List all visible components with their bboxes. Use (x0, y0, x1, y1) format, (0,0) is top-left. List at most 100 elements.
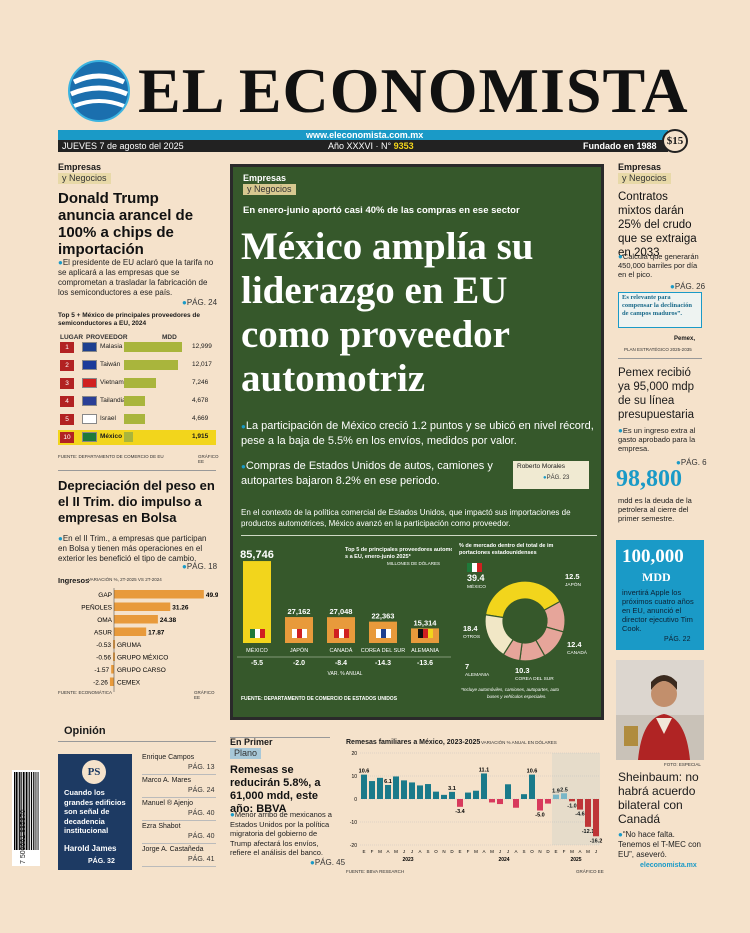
masthead-edition: Año XXXVI · N° (328, 141, 392, 151)
main-section: Empresas (243, 173, 287, 183)
right-bottom-headline[interactable]: Sheinbaum: no habrá acuerdo bilateral co… (618, 770, 699, 826)
apple-page[interactable]: PÁG. 22 (664, 636, 691, 643)
auto-var: -5.5 (251, 660, 263, 667)
opinion-feature[interactable]: PS Cuando los grandes edificios son seña… (58, 754, 132, 870)
income-label: CEMEX (117, 680, 141, 687)
chip-row-value: 4,678 (192, 397, 209, 404)
chip-row-value: 12,999 (192, 343, 212, 350)
auto-value: 85,746 (240, 549, 274, 561)
auto-flag-icon (297, 629, 302, 638)
masthead-date: JUEVES 7 de agosto del 2025 (62, 141, 184, 151)
remit-graphic: GRÁFICO EE (576, 869, 604, 874)
remit-bar (577, 799, 583, 810)
opinion-column-page[interactable]: PÁG. 40 (188, 833, 215, 840)
primer-headline[interactable]: Remesas se reducirán 5.8%, a 61,000 mdd,… (230, 764, 321, 815)
opinion-column-page[interactable]: PÁG. 40 (188, 810, 215, 817)
remit-bar (505, 784, 511, 799)
opinion-divider (142, 820, 216, 821)
share-name: COREA DEL SUR (515, 676, 554, 682)
right-mid-headline[interactable]: Pemex recibió ya 95,000 mdp de su línea … (618, 367, 695, 421)
price-badge: $15 (662, 129, 688, 153)
chip-row-bar (124, 378, 157, 388)
remit-data-label: -4.6 (575, 812, 584, 818)
left-mid-bullet: En el II Trim., a empresas que participa… (58, 534, 216, 564)
barcode-bar (30, 772, 33, 850)
share-value: 12.4 (567, 640, 582, 649)
remit-month: N (442, 849, 445, 854)
opinion-column-page[interactable]: PÁG. 41 (188, 856, 215, 863)
barcode-bar (33, 772, 35, 850)
masthead-edition-number: 9353 (393, 141, 414, 151)
right-headline[interactable]: Contratos mixtos darán 25% del crudo que… (618, 191, 697, 259)
ps-logo: PS (82, 760, 106, 784)
opinion-column-name[interactable]: Ezra Shabot (142, 823, 181, 830)
income-bar (111, 665, 114, 674)
opinion-column-name[interactable]: Enrique Campos (142, 754, 195, 761)
chip-col-rank: LUGAR (60, 334, 84, 341)
mexico-flag-icon (472, 563, 477, 572)
chip-table: Top 5 + México de principales proveedore… (58, 312, 219, 464)
left-page[interactable]: PÁG. 24 (182, 298, 217, 307)
auto-flag-icon (428, 629, 433, 638)
remit-year: 2025 (570, 857, 581, 863)
opinion-column-name[interactable]: Manuel ® Ajenjo (142, 800, 194, 807)
remit-bar (401, 780, 407, 799)
remit-title: Remesas familiares a México, 2023-2025 (346, 739, 481, 746)
remit-source: FUENTE: BBVA RESEARCH (346, 869, 405, 874)
right-bottom-url[interactable]: eleconomista.mx (640, 862, 697, 869)
chip-row-value: 1,915 (192, 433, 209, 440)
income-label: GRUPO MÉXICO (117, 653, 168, 662)
remit-month: O (434, 849, 438, 854)
chip-row-highlight (58, 430, 216, 445)
main-headline[interactable]: México amplía su liderazgo en EU como pr… (241, 225, 534, 400)
auto-flag-icon (339, 629, 344, 638)
mexico-flag-icon (477, 563, 482, 572)
remit-data-label: -5.0 (535, 813, 544, 819)
right-mid-page[interactable]: PÁG. 6 (676, 458, 707, 467)
remit-bar (593, 799, 599, 837)
auto-var: -2.0 (293, 660, 305, 667)
right-promo-who: Pemex, (674, 336, 696, 342)
logo-globe-icon (68, 60, 130, 122)
auto-value: 22,363 (372, 612, 395, 621)
masthead-title[interactable]: EL ECONOMISTA (138, 55, 689, 126)
opinion-feature-page[interactable]: PÁG. 32 (88, 858, 115, 865)
opinion-column-name[interactable]: Jorge A. Castañeda (142, 846, 204, 853)
left-mid-headline[interactable]: Depreciación del peso en el II Trim. dio… (58, 478, 215, 525)
main-lead: En el contexto de la política comercial … (241, 508, 571, 528)
remit-year: 2023 (402, 857, 413, 863)
right-promo: Es relevante para compensar la declinaci… (622, 294, 692, 317)
opinion-column-page[interactable]: PÁG. 13 (188, 764, 215, 771)
remit-data-label: -16.2 (590, 838, 603, 844)
primer-page[interactable]: PÁG. 45 (310, 858, 345, 867)
remit-data-label: -3.4 (455, 809, 465, 815)
income-label: GRUPO CARSO (117, 667, 166, 674)
opinion-column-name[interactable]: Marco A. Mares (142, 777, 192, 784)
income-value: 49.91 (206, 592, 218, 599)
barcode-bar (37, 772, 39, 850)
flag-icon (82, 360, 97, 370)
remit-bar (361, 774, 367, 799)
apple-box: 100,000 MDD invertirá Apple los próximos… (616, 540, 704, 650)
barcode-bar (28, 772, 30, 850)
barcode-bar (36, 772, 38, 850)
remit-month: A (514, 849, 517, 854)
auto-value: 15,314 (414, 618, 438, 627)
opinion-column-page[interactable]: PÁG. 24 (188, 787, 215, 794)
main-page[interactable]: PÁG. 23 (543, 475, 570, 481)
auto-flag-icon (386, 629, 391, 638)
main-author: Roberto Morales (517, 463, 566, 470)
auto-flag-icon (292, 629, 297, 638)
photo-credit: FOTO: ESPECIAL (664, 762, 701, 767)
left-mid-page[interactable]: PÁG. 18 (182, 562, 217, 571)
remit-data-label: 1.9 (552, 789, 560, 795)
left-headline[interactable]: Donald Trump anuncia arancel de 100% a c… (58, 190, 194, 258)
remit-bar (585, 799, 591, 827)
masthead-url[interactable]: www.eleconomista.com.mx (306, 130, 424, 140)
main-bullet-2: Compras de Estados Unidos de autos, cami… (241, 459, 505, 488)
income-subtitle: VARIACIÓN %, 2T-2025 VS 2T-2024 (88, 577, 162, 582)
right-page[interactable]: PÁG. 26 (670, 282, 705, 291)
share-name: MÉXICO (467, 583, 486, 590)
auto-title: Top 5 de principales proveedores automot… (345, 547, 452, 553)
right-promo-src: PLAN ESTRATÉGICO 2025-2035 (624, 347, 692, 352)
